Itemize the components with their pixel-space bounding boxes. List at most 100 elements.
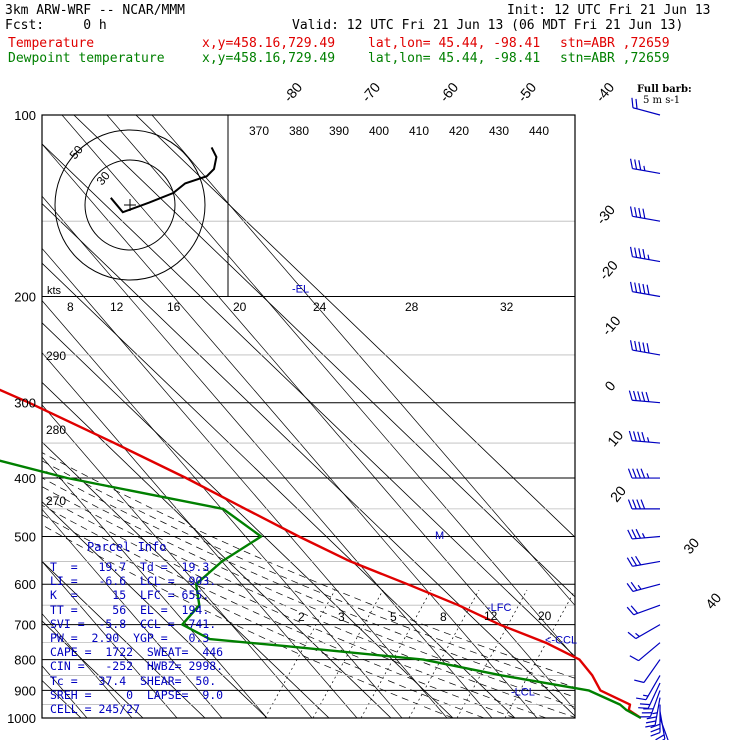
isotherm-line (42, 441, 330, 718)
parcel-info-row: PW = 2.90 YGP = 0.3 (50, 631, 210, 645)
theta-label: 370 (249, 124, 269, 138)
wind-barb-flag (635, 528, 642, 539)
mixing-ratio-line (504, 589, 575, 718)
isotherm-label: 10 (604, 427, 626, 449)
barb-legend-line1: Full barb: (637, 84, 692, 95)
wind-barb-flag (626, 606, 635, 616)
wind-barb-staff (647, 682, 661, 709)
wind-barb-flag (627, 529, 633, 540)
pressure-label: 800 (14, 653, 36, 668)
wind-barb-staff (649, 690, 661, 717)
wind-barb-flag (629, 246, 634, 257)
wind-barb-flag (632, 468, 637, 479)
pressure-label: 400 (14, 471, 36, 486)
valid-time: Valid: 12 UTC Fri 21 Jun 13 (06 MDT Fri … (292, 18, 684, 33)
dry-adiabat-line (106, 115, 575, 659)
moist-adiabat-line (42, 460, 575, 688)
isotherm-label: -60 (436, 79, 461, 105)
dry-adiabat-line (42, 195, 493, 718)
wind-barb-flag (650, 732, 661, 737)
parcel-info-row: CIN = -252 HWBZ= 2998. (50, 659, 224, 674)
wind-barb (626, 581, 661, 593)
moist-adiabat-line (42, 452, 575, 679)
wind-barb-flag (645, 391, 650, 402)
parcel-info-row: TT = 56 EL = 194. (50, 602, 210, 617)
temperature-curve (0, 388, 642, 720)
theta-label: 410 (409, 124, 429, 138)
temperature-station: stn=ABR ,72659 (560, 36, 670, 51)
temperature-latlon: lat,lon= 45.44, -98.41 (368, 36, 541, 51)
wind-barb-flag (629, 206, 634, 217)
moist-adiabat-line (42, 495, 547, 718)
wind-barb-flag (634, 282, 638, 293)
wind-barb-flag (645, 724, 656, 728)
level-marker: -LCL (511, 686, 535, 698)
theta-label: 430 (489, 124, 509, 138)
wind-barb-staff (632, 291, 661, 298)
wind-barb-flag (626, 583, 634, 592)
wind-barb-flag (641, 533, 646, 539)
init-time: Init: 12 UTC Fri 21 Jun 13 (507, 3, 711, 18)
wind-barb (627, 468, 660, 479)
wind-barb-flag (642, 248, 646, 259)
wind-barb-flag (635, 632, 640, 637)
wind-barb-flag (646, 716, 657, 720)
pressure-label: 300 (14, 396, 36, 411)
isotherm-line (73, 115, 575, 598)
wind-barb-flag (636, 468, 641, 479)
parcel-info-row: LI = -6.6 LCL = 903. (50, 574, 217, 589)
hodograph-units-label: kts (47, 285, 62, 297)
wind-barb-flag (642, 342, 646, 353)
wind-barb (627, 624, 661, 640)
wind-barb-flag (634, 679, 645, 684)
wind-barb-flag (630, 556, 638, 566)
wind-barb (629, 158, 661, 175)
isotherm-line (42, 322, 454, 718)
isotherm-label: 30 (680, 535, 702, 557)
wind-barb-flag (646, 437, 650, 443)
theta-left-label: 290 (46, 349, 66, 363)
theta-left-label: 280 (46, 423, 66, 437)
dry-adiabat-line (42, 560, 178, 718)
wind-barb-flag (627, 499, 633, 510)
wind-barb-flag (646, 284, 650, 295)
wind-barb-flag (631, 97, 634, 108)
wind-barb-flag (643, 694, 649, 697)
hodograph-ring-outer (54, 129, 206, 281)
diagram-frame (41, 114, 576, 719)
wind-barb-flag (629, 158, 634, 169)
wind-barb-flag (650, 727, 661, 733)
parcel-info-row: CAPE = 1722 SWEAT= 446 (50, 645, 224, 660)
isotherm-label: 0 (601, 378, 618, 394)
dry-adiabat-line (151, 115, 575, 607)
wind-barb-staff (632, 349, 661, 356)
wind-barb-staff (632, 256, 661, 263)
wind-barb-flag (635, 555, 642, 566)
parcel-info-row: T = 19.7 Td = 19.3 (50, 560, 210, 574)
mixing-ratio-label: 12 (484, 609, 498, 623)
isotherm-label: 40 (702, 590, 724, 612)
speed-axis-label: 8 (67, 300, 74, 314)
wind-barb-flag (642, 283, 646, 294)
moist-adiabat-line (42, 524, 454, 718)
dewpoint-xy: x,y=458.16,729.49 (202, 51, 336, 66)
isotherm-line (42, 262, 516, 718)
speed-axis-label: 20 (233, 300, 247, 314)
pressure-label: 700 (14, 618, 36, 633)
hodograph-ring-inner (84, 159, 176, 251)
isotherm-label: -40 (592, 79, 617, 105)
wind-barb (629, 281, 661, 298)
wind-barb-flag (640, 468, 646, 479)
dry-adiabat-line (42, 613, 133, 718)
isotherm-label: 20 (607, 483, 629, 505)
wind-barb-flag (634, 159, 638, 170)
parcel-info-row: SREH = 0 LAPSE= 9.0 (50, 687, 224, 702)
wind-barb (631, 97, 661, 116)
wind-barb-flag (630, 605, 639, 614)
wind-barb-flag (655, 734, 665, 740)
wind-barb-flag (639, 703, 650, 706)
dry-adiabat-line (61, 115, 575, 711)
wind-barb-flag (643, 165, 646, 171)
isotherm-label: -80 (280, 79, 305, 105)
wind-barb-staff (632, 107, 661, 116)
